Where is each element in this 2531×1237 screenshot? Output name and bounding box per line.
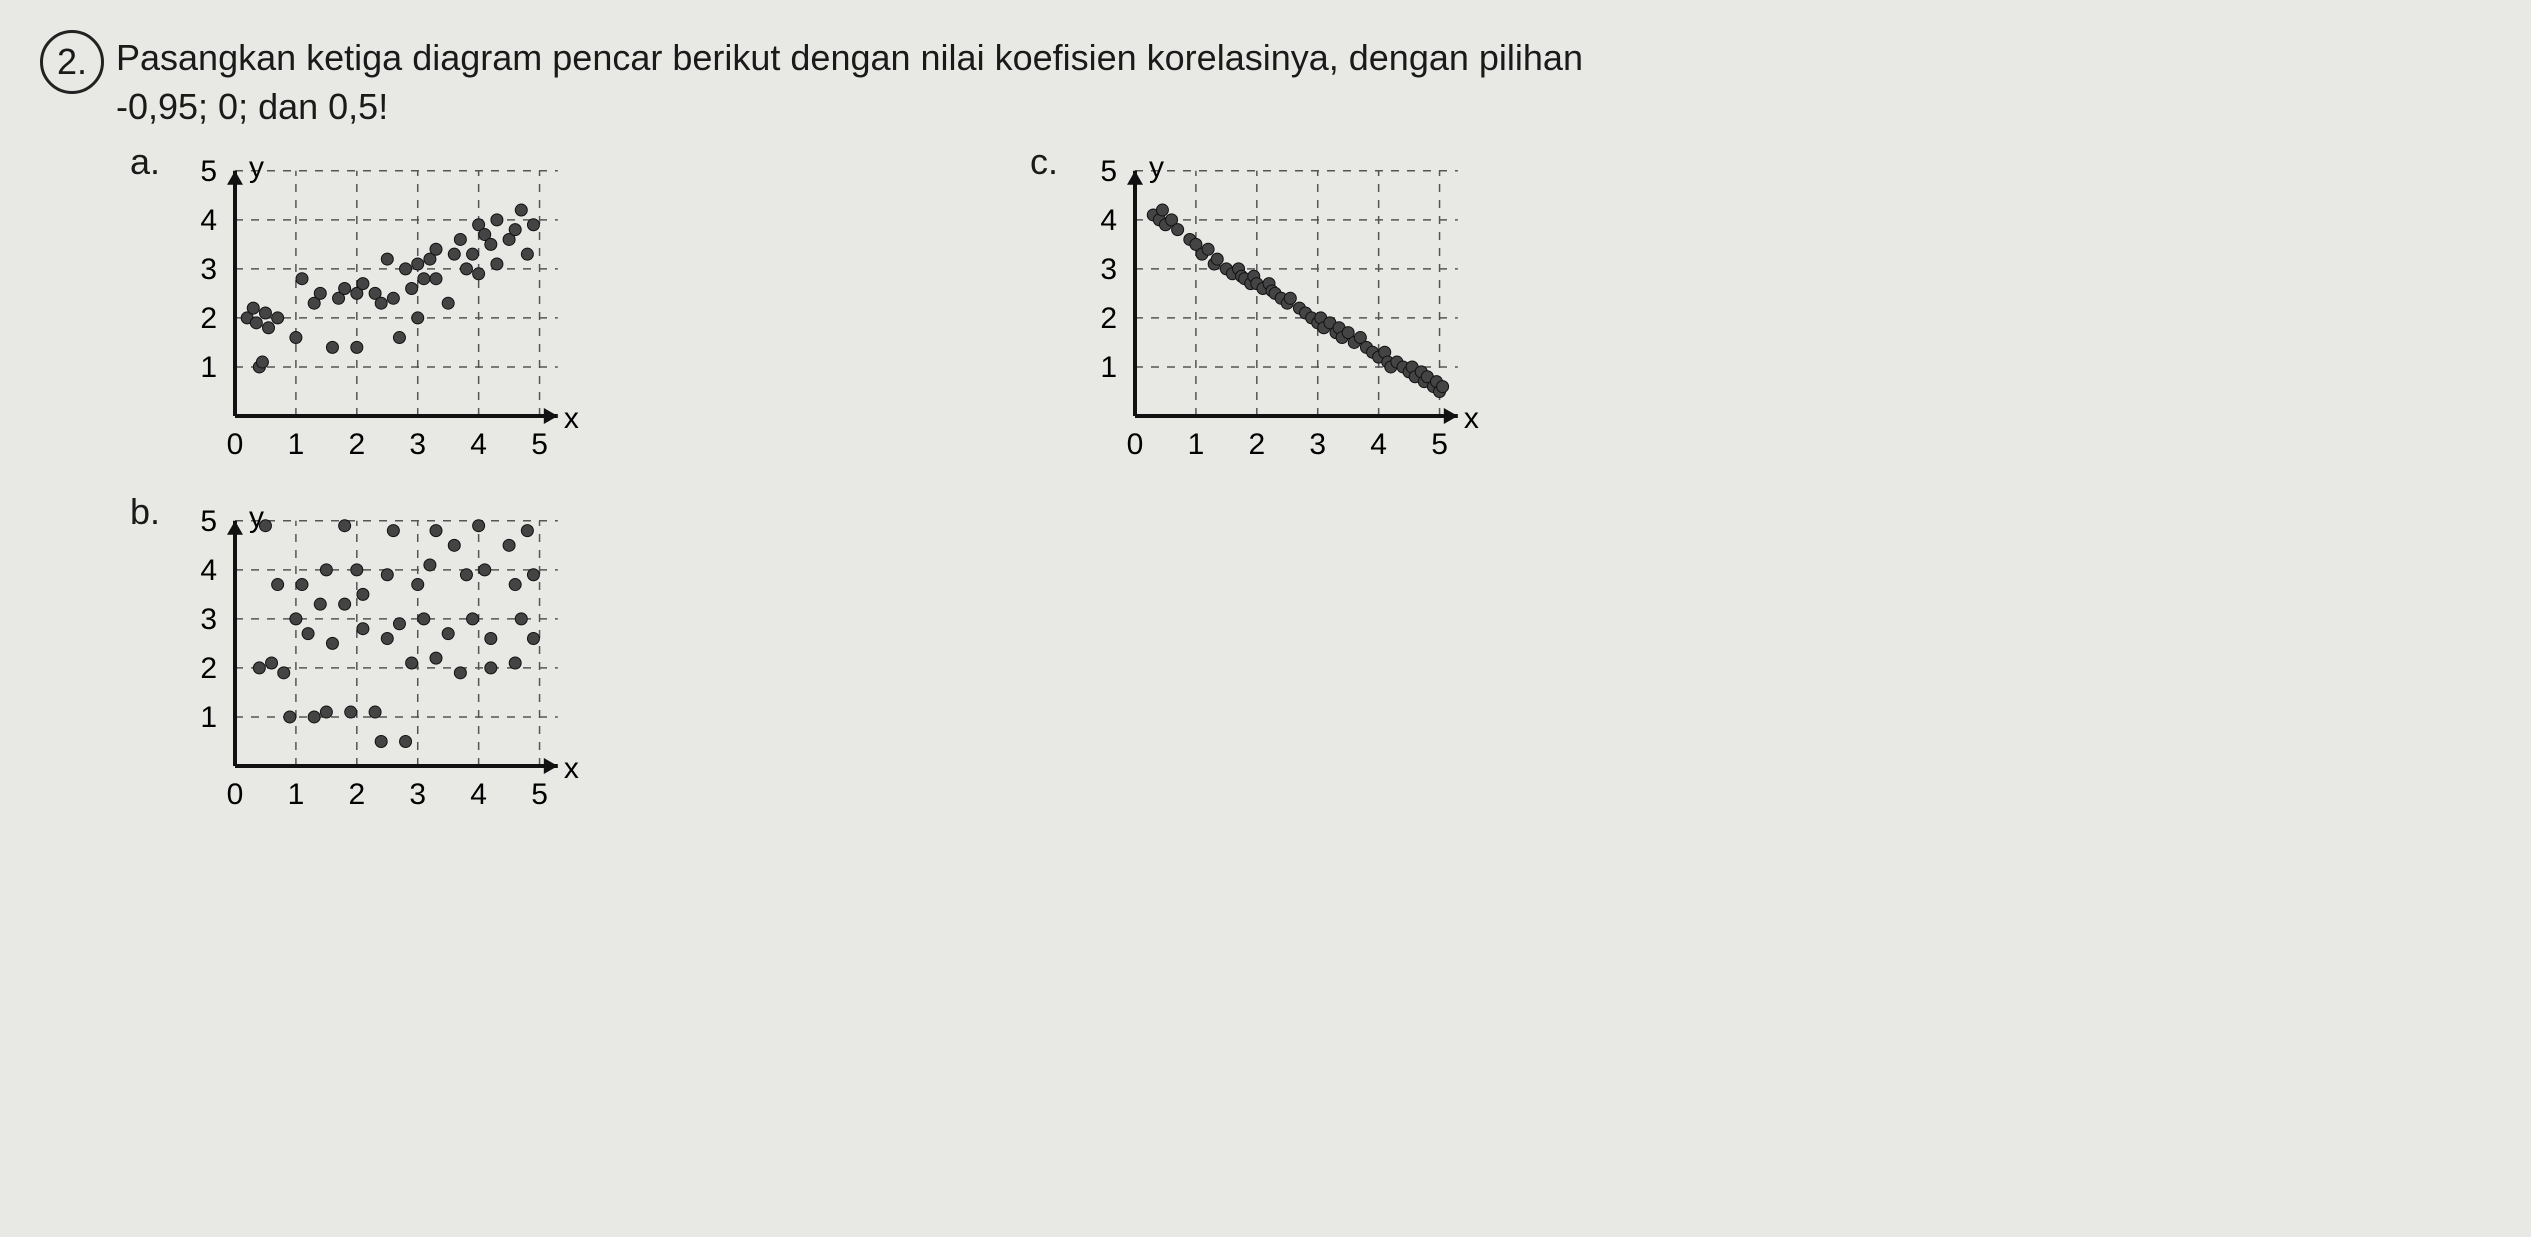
y-tick-label: 1 xyxy=(1100,351,1117,384)
x-tick-label: 4 xyxy=(470,428,487,461)
y-tick-label: 5 xyxy=(200,155,217,188)
x-tick-label: 0 xyxy=(227,428,244,461)
charts-row-top: a. 01234512345xy c. 01234512345xy xyxy=(130,141,2490,471)
question-text: Pasangkan ketiga diagram pencar berikut … xyxy=(116,30,1583,131)
scatter-chart-b: 01234512345xy xyxy=(180,491,610,821)
y-tick-label: 2 xyxy=(1100,302,1117,335)
y-tick-label: 3 xyxy=(200,603,217,636)
scatter-chart-a: 01234512345xy xyxy=(180,141,610,471)
y-tick-label: 2 xyxy=(200,652,217,685)
y-axis-label: y xyxy=(249,501,264,534)
x-tick-label: 0 xyxy=(1127,428,1144,461)
x-axis-label: x xyxy=(1464,402,1479,435)
chart-a-block: a. 01234512345xy xyxy=(130,141,610,471)
x-tick-label: 4 xyxy=(470,778,487,811)
x-tick-label: 1 xyxy=(288,778,305,811)
x-tick-label: 4 xyxy=(1370,428,1387,461)
x-tick-label: 2 xyxy=(348,778,365,811)
x-tick-label: 3 xyxy=(1309,428,1326,461)
x-tick-label: 1 xyxy=(1188,428,1205,461)
x-tick-label: 2 xyxy=(1248,428,1265,461)
x-tick-label: 5 xyxy=(531,778,548,811)
question-number: 2. xyxy=(57,41,87,83)
y-tick-label: 5 xyxy=(200,505,217,538)
chart-a-letter: a. xyxy=(130,141,170,183)
y-tick-label: 4 xyxy=(200,554,217,587)
x-tick-label: 0 xyxy=(227,778,244,811)
question-text-line2: -0,95; 0; dan 0,5! xyxy=(116,86,388,127)
y-axis-label: y xyxy=(1149,151,1164,184)
chart-c-letter: c. xyxy=(1030,141,1070,183)
x-tick-label: 1 xyxy=(288,428,305,461)
y-axis-label: y xyxy=(249,151,264,184)
y-tick-label: 2 xyxy=(200,302,217,335)
y-tick-label: 5 xyxy=(1100,155,1117,188)
x-axis-label: x xyxy=(564,402,579,435)
page: 2. Pasangkan ketiga diagram pencar berik… xyxy=(40,30,2490,821)
y-tick-label: 1 xyxy=(200,351,217,384)
question-number-circle: 2. xyxy=(40,30,104,94)
x-tick-label: 3 xyxy=(409,428,426,461)
y-tick-label: 3 xyxy=(1100,253,1117,286)
scatter-chart-c: 01234512345xy xyxy=(1080,141,1510,471)
x-tick-label: 3 xyxy=(409,778,426,811)
x-tick-label: 2 xyxy=(348,428,365,461)
x-axis-label: x xyxy=(564,752,579,785)
question-text-line1: Pasangkan ketiga diagram pencar berikut … xyxy=(116,37,1583,78)
chart-b-block: b. 01234512345xy xyxy=(130,491,2490,821)
y-tick-label: 3 xyxy=(200,253,217,286)
chart-c-block: c. 01234512345xy xyxy=(1030,141,1510,471)
y-tick-label: 4 xyxy=(1100,204,1117,237)
y-tick-label: 1 xyxy=(200,701,217,734)
x-tick-label: 5 xyxy=(531,428,548,461)
question-header: 2. Pasangkan ketiga diagram pencar berik… xyxy=(40,30,2490,131)
charts-row-bottom: b. 01234512345xy xyxy=(130,491,2490,821)
y-tick-label: 4 xyxy=(200,204,217,237)
x-tick-label: 5 xyxy=(1431,428,1448,461)
chart-b-letter: b. xyxy=(130,491,170,533)
